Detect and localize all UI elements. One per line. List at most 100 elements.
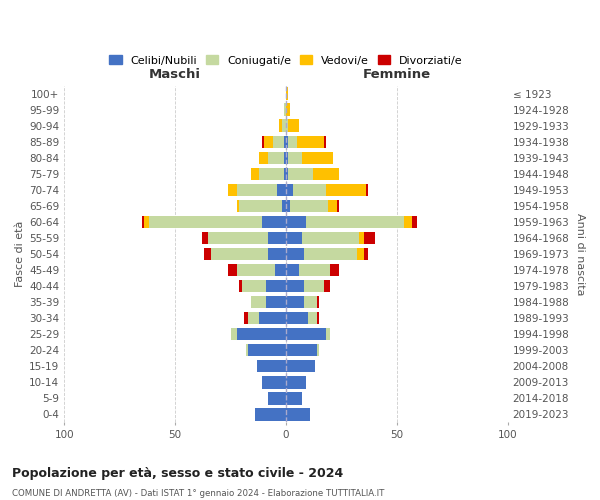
- Bar: [237, 328, 286, 340]
- Bar: [255, 408, 286, 420]
- Bar: [273, 136, 284, 148]
- Bar: [317, 296, 319, 308]
- Bar: [237, 184, 277, 196]
- Bar: [149, 216, 262, 228]
- Bar: [208, 232, 268, 244]
- Bar: [337, 200, 339, 212]
- Bar: [280, 120, 281, 132]
- Bar: [331, 264, 339, 276]
- Bar: [302, 232, 359, 244]
- Bar: [142, 216, 144, 228]
- Bar: [328, 200, 337, 212]
- Bar: [246, 344, 248, 356]
- Bar: [281, 120, 286, 132]
- Bar: [259, 152, 268, 164]
- Bar: [359, 232, 364, 244]
- Bar: [230, 328, 237, 340]
- Bar: [286, 104, 290, 116]
- Bar: [286, 280, 304, 292]
- Bar: [268, 232, 286, 244]
- Bar: [286, 120, 288, 132]
- Bar: [266, 296, 286, 308]
- Bar: [286, 248, 304, 260]
- Bar: [237, 200, 239, 212]
- Bar: [259, 312, 286, 324]
- Legend: Celibi/Nubili, Coniugati/e, Vedovi/e, Divorziati/e: Celibi/Nubili, Coniugati/e, Vedovi/e, Di…: [105, 51, 467, 70]
- Bar: [286, 216, 306, 228]
- Text: Femmine: Femmine: [363, 68, 431, 81]
- Bar: [262, 216, 286, 228]
- Bar: [286, 200, 290, 212]
- Bar: [286, 408, 310, 420]
- Bar: [308, 312, 317, 324]
- Bar: [313, 168, 339, 180]
- Bar: [277, 184, 286, 196]
- Text: Maschi: Maschi: [149, 68, 201, 81]
- Bar: [357, 248, 364, 260]
- Bar: [306, 216, 404, 228]
- Bar: [286, 328, 326, 340]
- Bar: [288, 168, 313, 180]
- Bar: [284, 152, 286, 164]
- Bar: [304, 248, 357, 260]
- Bar: [286, 136, 288, 148]
- Bar: [144, 216, 149, 228]
- Bar: [286, 296, 304, 308]
- Bar: [304, 296, 317, 308]
- Bar: [264, 136, 273, 148]
- Bar: [412, 216, 417, 228]
- Bar: [242, 280, 266, 292]
- Bar: [288, 136, 297, 148]
- Bar: [290, 200, 328, 212]
- Bar: [286, 360, 315, 372]
- Bar: [286, 264, 299, 276]
- Bar: [229, 184, 237, 196]
- Bar: [326, 328, 331, 340]
- Bar: [237, 264, 275, 276]
- Bar: [317, 312, 319, 324]
- Bar: [317, 344, 319, 356]
- Bar: [262, 136, 264, 148]
- Bar: [229, 264, 237, 276]
- Bar: [284, 104, 286, 116]
- Bar: [202, 232, 208, 244]
- Bar: [239, 200, 281, 212]
- Bar: [259, 168, 284, 180]
- Bar: [324, 280, 331, 292]
- Bar: [268, 248, 286, 260]
- Bar: [284, 168, 286, 180]
- Bar: [364, 248, 368, 260]
- Bar: [297, 136, 324, 148]
- Bar: [268, 392, 286, 404]
- Bar: [299, 264, 331, 276]
- Bar: [364, 232, 375, 244]
- Bar: [288, 152, 302, 164]
- Bar: [244, 312, 248, 324]
- Bar: [262, 376, 286, 388]
- Bar: [284, 136, 286, 148]
- Bar: [251, 168, 259, 180]
- Bar: [404, 216, 412, 228]
- Y-axis label: Anni di nascita: Anni di nascita: [575, 213, 585, 296]
- Bar: [266, 280, 286, 292]
- Bar: [293, 184, 326, 196]
- Bar: [239, 280, 242, 292]
- Bar: [302, 152, 332, 164]
- Bar: [286, 392, 302, 404]
- Bar: [281, 200, 286, 212]
- Bar: [211, 248, 268, 260]
- Bar: [286, 344, 317, 356]
- Bar: [286, 376, 306, 388]
- Bar: [366, 184, 368, 196]
- Bar: [248, 312, 259, 324]
- Bar: [286, 168, 288, 180]
- Bar: [248, 344, 286, 356]
- Bar: [288, 120, 299, 132]
- Bar: [204, 248, 211, 260]
- Bar: [286, 312, 308, 324]
- Bar: [286, 232, 302, 244]
- Bar: [286, 152, 288, 164]
- Bar: [304, 280, 324, 292]
- Text: Popolazione per età, sesso e stato civile - 2024: Popolazione per età, sesso e stato civil…: [12, 468, 343, 480]
- Bar: [286, 184, 293, 196]
